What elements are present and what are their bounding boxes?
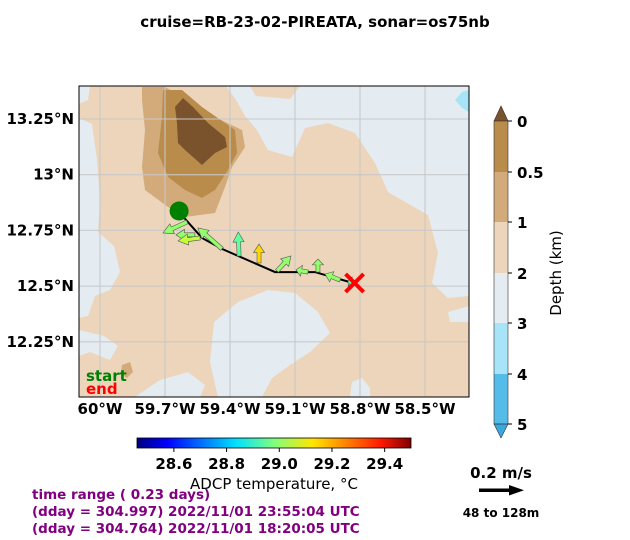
scale-speed-label: 0.2 m/s xyxy=(470,464,532,482)
current-vector-arrow xyxy=(232,231,245,257)
lat-tick-label: 12.25°N xyxy=(7,333,75,351)
end-x-stroke xyxy=(344,272,365,294)
depth-colorbar-segment xyxy=(494,222,508,273)
current-vector-arrow xyxy=(324,271,342,283)
map-gridlines xyxy=(79,86,469,397)
lon-tick-label: 59.7°W xyxy=(134,400,196,418)
current-vector-arrow xyxy=(177,233,201,246)
time-range-text: time range ( 0.23 days) xyxy=(32,487,210,503)
depth-colorbar-segment xyxy=(494,121,508,172)
temperature-tick-label: 29.4 xyxy=(366,455,403,473)
depth-colorbar-segment xyxy=(494,374,508,424)
figure-title: cruise=RB-23-02-PIREATA, sonar=os75nb xyxy=(140,13,490,31)
latitude-tick-labels: 13.25°N 13°N 12.75°N 12.5°N 12.25°N xyxy=(7,110,75,351)
map-frame xyxy=(78,85,470,398)
lon-tick-label: 59.4°W xyxy=(199,400,261,418)
temperature-colorbar-label: ADCP temperature, °C xyxy=(190,475,358,493)
start-marker xyxy=(169,201,189,221)
depth-colorbar-label: Depth (km) xyxy=(547,230,565,315)
start-time-text: (dday = 304.764) 2022/11/01 18:20:05 UTC xyxy=(32,521,360,537)
current-vectors xyxy=(162,219,355,288)
lat-tick-label: 13.25°N xyxy=(7,110,75,128)
lat-tick-label: 12.5°N xyxy=(17,277,74,295)
depth-tick-label: 1 xyxy=(517,214,527,232)
bathymetry-3-4km xyxy=(455,90,469,112)
temperature-tick-label: 29.2 xyxy=(313,455,350,473)
bathymetry-shoal xyxy=(121,362,133,378)
map-axes: start end xyxy=(79,86,469,398)
current-vector-arrow xyxy=(162,219,189,235)
depth-tick-label: 2 xyxy=(517,265,527,283)
depth-colorbar: 0 0.5 1 2 3 4 5 xyxy=(493,105,544,439)
longitude-tick-labels: 60°W 59.7°W 59.4°W 59.1°W 58.8°W 58.5°W xyxy=(78,400,456,418)
current-vector-arrow xyxy=(311,258,325,273)
current-vector-arrow xyxy=(252,243,266,264)
current-vector-arrow xyxy=(295,264,309,278)
lat-tick-label: 13°N xyxy=(33,166,74,184)
depth-colorbar-segment xyxy=(494,273,508,323)
depth-tick-label: 0 xyxy=(517,113,527,131)
lon-tick-label: 60°W xyxy=(78,400,123,418)
temperature-tick-label: 29.0 xyxy=(261,455,298,473)
legend-start: start xyxy=(86,367,127,385)
depth-colorbar-top-extend xyxy=(493,105,509,122)
temperature-tick-label: 28.6 xyxy=(155,455,192,473)
current-vector-arrow xyxy=(197,227,224,251)
legend-end: end xyxy=(86,380,118,398)
island-land xyxy=(175,98,227,165)
depth-tick-label: 0.5 xyxy=(517,164,544,182)
depth-tick-label: 4 xyxy=(517,366,527,384)
depth-tick-label: 5 xyxy=(517,416,527,434)
lon-tick-label: 58.5°W xyxy=(394,400,456,418)
temperature-tick-labels: 28.6 28.8 29.0 29.2 29.4 xyxy=(155,448,403,473)
depth-colorbar-segment xyxy=(494,323,508,374)
temperature-colorbar xyxy=(136,437,412,449)
lon-tick-label: 58.8°W xyxy=(329,400,391,418)
scale-arrow-icon xyxy=(479,485,524,496)
lon-tick-label: 59.1°W xyxy=(264,400,326,418)
bathymetry-2-3km xyxy=(79,86,469,397)
current-vector-arrow xyxy=(275,255,292,273)
end-time-text: (dday = 304.997) 2022/11/01 23:55:04 UTC xyxy=(32,504,360,520)
scale-depth-range: 48 to 128m xyxy=(463,506,540,520)
depth-colorbar-segment xyxy=(494,172,508,222)
lat-tick-label: 12.75°N xyxy=(7,221,75,239)
temperature-tick-label: 28.8 xyxy=(208,455,245,473)
depth-colorbar-bottom-extend xyxy=(493,423,509,439)
end-marker xyxy=(344,272,365,294)
depth-tick-label: 3 xyxy=(517,315,527,333)
